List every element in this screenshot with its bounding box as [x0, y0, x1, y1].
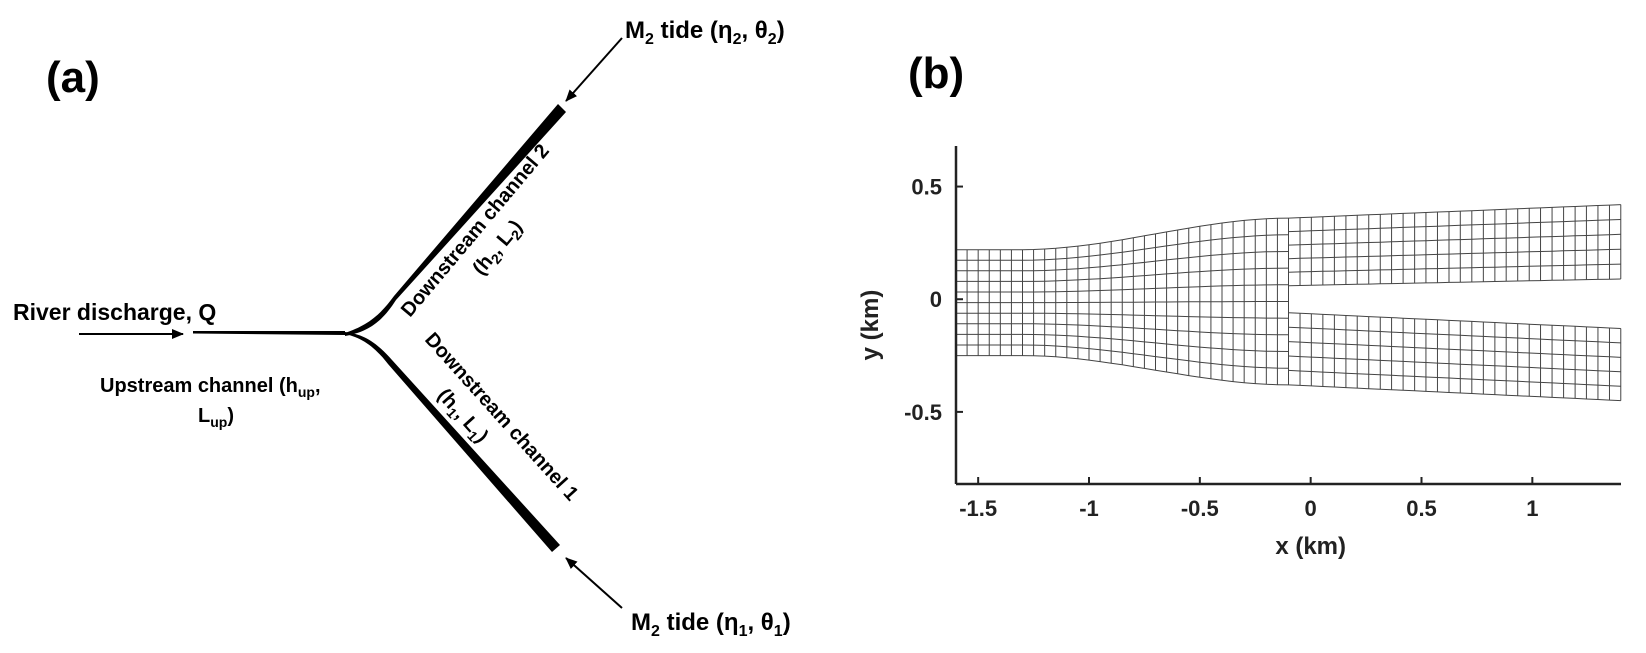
x-tick-label: -1 — [1079, 496, 1099, 521]
upstream-channel-label-line1: Upstream channel (hup, — [100, 375, 321, 400]
mesh-line — [956, 267, 1289, 282]
mesh-line — [956, 355, 1289, 386]
upstream-channel-shape — [193, 331, 345, 335]
mesh-grid — [955, 204, 1622, 402]
x-tick-label: -1.5 — [959, 496, 997, 521]
tide-top-label: M2 tide (η2, θ2) — [625, 17, 785, 48]
panel-a-letter: (a) — [46, 53, 100, 102]
mesh-line — [1288, 369, 1621, 387]
mesh-line — [956, 234, 1289, 261]
mesh-line — [956, 251, 1289, 272]
mesh-line — [956, 333, 1289, 352]
mesh-line — [1288, 384, 1621, 402]
svg-text:Downstream channel 2: Downstream channel 2 — [397, 140, 554, 321]
tide-top-arrow — [565, 37, 623, 102]
downstream-channel-1-label: Downstream channel 1 (h1, L1) — [420, 329, 582, 506]
mesh-line — [1288, 278, 1621, 287]
x-axis-label: x (km) — [1275, 533, 1346, 560]
mesh-line — [1288, 341, 1621, 358]
x-tick-label: -0.5 — [1181, 496, 1219, 521]
downstream-channel-2-label: Downstream channel 2 (h2, L2) — [397, 140, 554, 321]
mesh-line — [956, 217, 1289, 251]
mesh-line — [1288, 326, 1621, 344]
y-tick-label: 0.5 — [911, 175, 942, 200]
upstream-channel-label-line2: Lup) — [198, 405, 234, 430]
tide-bottom-arrow — [565, 557, 623, 609]
svg-text:Downstream channel 1: Downstream channel 1 — [420, 329, 582, 506]
mesh-line — [1288, 204, 1621, 219]
mesh-line — [956, 312, 1289, 319]
x-tick-label: 0 — [1305, 496, 1317, 521]
y-axis-label: y (km) — [857, 290, 884, 361]
y-tick-label: 0 — [930, 287, 942, 312]
mesh-line — [1288, 312, 1621, 329]
x-tick-label: 0.5 — [1406, 496, 1437, 521]
mesh-line — [956, 301, 1289, 304]
mesh-line — [956, 323, 1289, 336]
downstream-channel-1-shape — [345, 332, 560, 552]
panel-a: (a) M2 tide (η2, θ2) M2 tide (η1, θ1) Ri… — [13, 17, 791, 640]
mesh-line — [1288, 233, 1621, 246]
tide-bottom-label: M2 tide (η1, θ1) — [631, 609, 791, 640]
mesh-line — [956, 344, 1289, 369]
downstream-channel-2-shape — [345, 104, 566, 336]
panel-b-letter: (b) — [908, 49, 964, 98]
mesh-line — [1288, 355, 1621, 373]
y-tick-label: -0.5 — [904, 400, 942, 425]
x-tick-label: 1 — [1526, 496, 1538, 521]
mesh-line — [956, 284, 1289, 293]
mesh-line — [1288, 248, 1621, 260]
river-discharge-label: River discharge, Q — [13, 299, 216, 325]
plot-axes: -1.5 -1 -0.5 0 0.5 1 -0.5 0 0.5 — [904, 146, 1621, 521]
mesh-line — [1288, 219, 1621, 233]
panel-b: (b) -1.5 -1 -0.5 0 0.5 1 -0.5 0 0.5 x (km) y (km… — [857, 49, 1622, 560]
mesh-line — [1288, 263, 1621, 273]
